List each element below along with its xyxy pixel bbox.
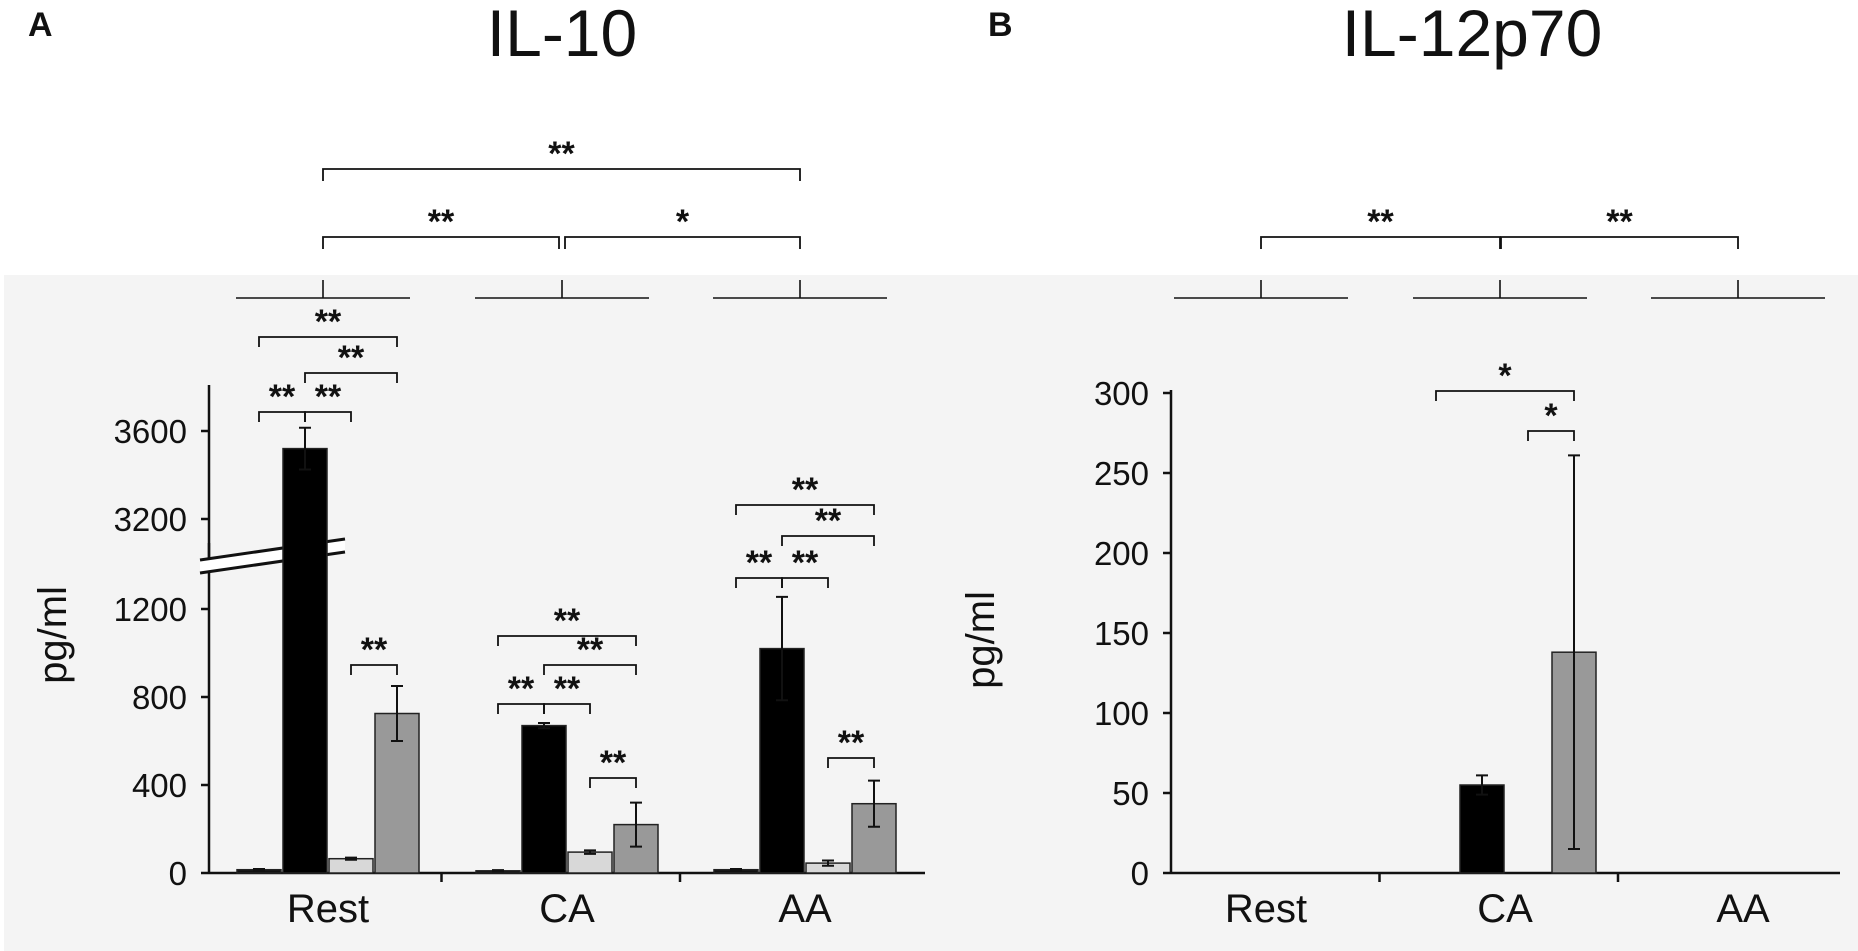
sig-a-between-rest-aa-line: [322, 168, 801, 181]
sig-a-within-rest-0-label: **: [315, 303, 342, 341]
bar-b-s2-ca: [1459, 784, 1505, 874]
sig-a-within-rest-1-line: [304, 372, 398, 383]
error-bar-b-s2-ca: [1476, 774, 1488, 796]
sig-a-within-ca-9-line: [589, 777, 637, 788]
sig-a-within-aa-14-label: **: [838, 724, 865, 762]
error-bar-a-s3-aa: [822, 859, 834, 867]
group-connector-b-2: [1651, 280, 1825, 299]
x-category-label-a-2: AA: [778, 887, 832, 931]
y-tick-label-b-2: 100: [1094, 695, 1149, 732]
x-category-label-a-1: CA: [539, 887, 595, 931]
bar-a-s2-rest: [282, 447, 328, 874]
error-bar-a-s2-aa: [776, 595, 788, 702]
sig-b-within-ca-0-label: *: [1498, 357, 1512, 395]
group-connector-b-1: [1413, 280, 1587, 299]
error-bar-a-s1-aa: [730, 868, 742, 872]
sig-a-within-aa-11-line: [781, 535, 875, 546]
x-category-label-b-2: AA: [1716, 887, 1770, 931]
bar-a-s3-rest: [328, 857, 374, 874]
x-category-label-a-0: Rest: [287, 887, 369, 931]
y-tick-label-a-0: 0: [169, 855, 187, 892]
sig-a-within-rest-4-line: [350, 664, 398, 675]
sig-a-within-aa-13-line: [781, 577, 829, 588]
group-connector-a-1: [475, 280, 649, 299]
chart-b-title: IL-12p70: [1342, 0, 1603, 70]
y-axis-label-b: pg/ml: [959, 591, 1003, 689]
y-tick-label-b-3: 150: [1094, 615, 1149, 652]
error-bar-a-s4-ca: [630, 801, 642, 848]
sig-a-between-ca-aa-line: [564, 236, 801, 249]
group-connector-a-2: [713, 280, 887, 299]
group-connector-a-0: [236, 280, 410, 299]
y-tick-label-a-1: 400: [132, 767, 187, 804]
x-category-label-b-0: Rest: [1225, 887, 1307, 931]
y-axis-label-a: pg/ml: [31, 586, 75, 684]
sig-a-within-aa-11-label: **: [815, 502, 842, 540]
bar-a-s2-ca: [521, 724, 567, 874]
sig-b-between-ca-aa-line: [1500, 236, 1739, 249]
y-tick-label-b-1: 50: [1112, 775, 1149, 812]
sig-a-between-ca-aa-label: *: [676, 203, 690, 241]
y-tick-label-a-4: 3200: [114, 501, 187, 538]
sig-b-within-ca-1-line: [1527, 430, 1575, 441]
error-bar-a-s3-rest: [345, 856, 357, 861]
x-category-label-b-1: CA: [1477, 887, 1533, 931]
sig-a-between-rest-ca-label: **: [428, 203, 455, 241]
sig-a-within-ca-8-line: [543, 703, 591, 714]
error-bar-a-s2-ca: [538, 721, 550, 730]
sig-a-within-rest-2-label: **: [269, 378, 296, 416]
panel-a-label: A: [28, 6, 53, 44]
sig-a-within-aa-13-label: **: [792, 544, 819, 582]
error-bar-b-s4-ca: [1568, 454, 1580, 850]
y-tick-label-b-0: 0: [1131, 855, 1149, 892]
sig-a-between-rest-ca-line: [322, 236, 560, 249]
error-bar-a-s2-rest: [299, 426, 311, 471]
y-tick-label-a-3: 1200: [114, 591, 187, 628]
sig-a-within-rest-0-line: [258, 336, 398, 347]
error-bar-a-s1-rest: [253, 868, 265, 872]
plot-background-b: [924, 275, 1858, 951]
sig-a-within-aa-10-line: [735, 504, 875, 515]
sig-a-within-ca-6-line: [543, 664, 637, 675]
sig-a-within-aa-14-line: [827, 757, 875, 768]
sig-a-within-rest-3-label: **: [315, 378, 342, 416]
error-bar-a-s4-rest: [391, 685, 403, 742]
error-bar-a-s1-ca: [492, 869, 504, 873]
sig-b-within-ca-1-label: *: [1544, 397, 1558, 435]
y-tick-label-b-6: 300: [1094, 375, 1149, 412]
sig-a-within-ca-5-label: **: [554, 602, 581, 640]
bar-a-s3-ca: [567, 851, 613, 874]
y-tick-label-a-5: 3600: [114, 413, 187, 450]
sig-b-within-ca-0-line: [1435, 390, 1575, 401]
chart-a-title: IL-10: [487, 0, 637, 70]
sig-b-between-rest-ca-line: [1260, 236, 1501, 249]
sig-a-within-ca-7-label: **: [508, 670, 535, 708]
y-tick-label-a-2: 800: [132, 679, 187, 716]
sig-a-within-rest-1-label: **: [338, 339, 365, 377]
y-tick-label-b-4: 200: [1094, 535, 1149, 572]
sig-a-between-rest-aa-label: **: [548, 135, 575, 173]
sig-a-within-ca-5-line: [497, 635, 637, 646]
error-bar-a-s4-aa: [868, 779, 880, 828]
error-bar-a-s3-ca: [584, 849, 596, 855]
sig-a-within-aa-12-label: **: [746, 544, 773, 582]
panel-b-label: B: [988, 6, 1013, 44]
sig-a-within-ca-9-label: **: [600, 744, 627, 782]
sig-a-within-ca-8-label: **: [554, 670, 581, 708]
sig-a-within-rest-4-label: **: [361, 631, 388, 669]
sig-b-between-rest-ca-label: **: [1367, 203, 1394, 241]
y-tick-label-b-5: 250: [1094, 455, 1149, 492]
sig-a-within-ca-6-label: **: [577, 631, 604, 669]
sig-b-between-ca-aa-label: **: [1606, 203, 1633, 241]
sig-a-within-rest-3-line: [304, 411, 352, 422]
group-connector-b-0: [1174, 280, 1348, 299]
sig-a-within-aa-10-label: **: [792, 471, 819, 509]
